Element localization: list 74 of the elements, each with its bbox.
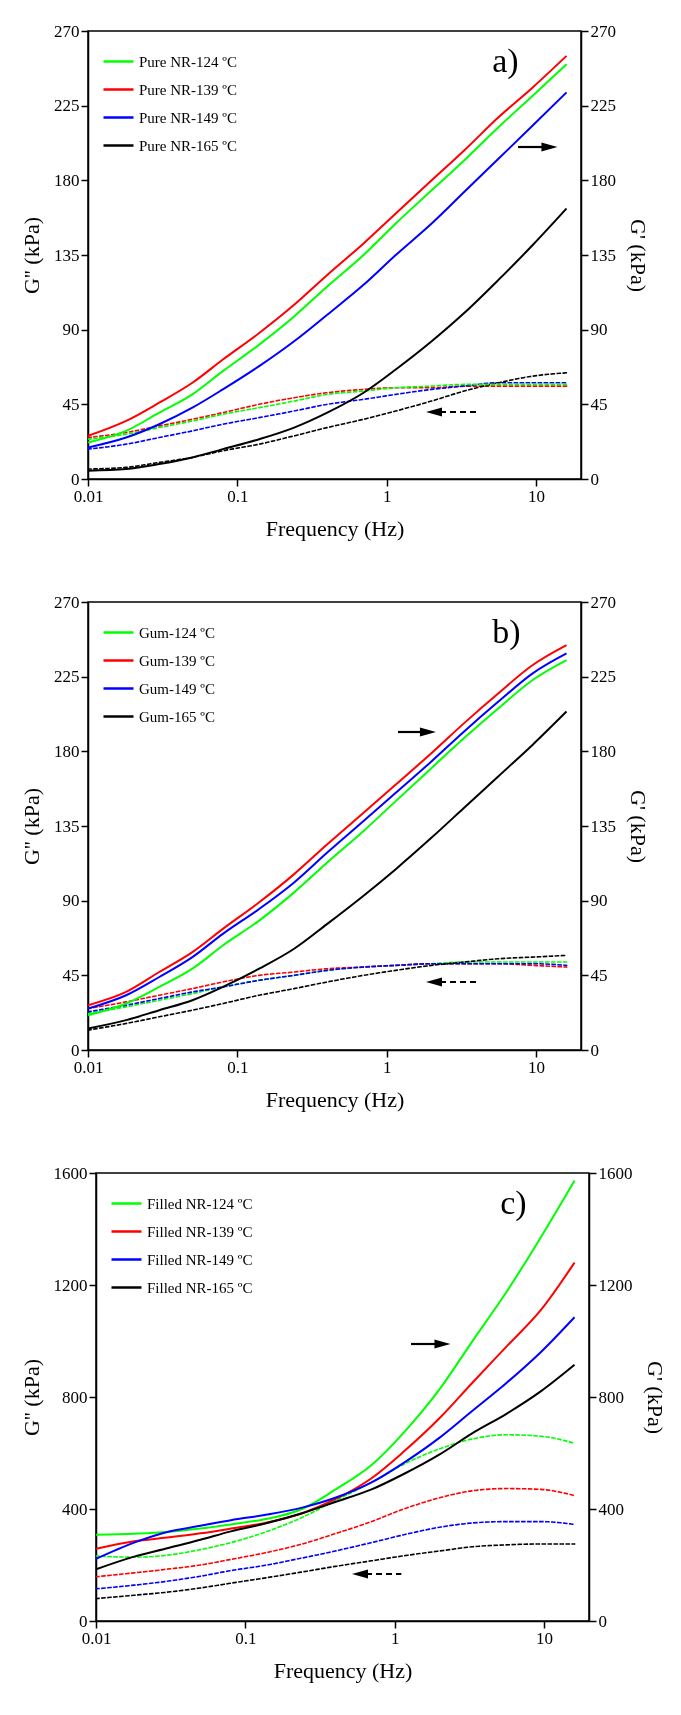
y2-axis-title: G' (kPa) <box>642 1360 668 1435</box>
x-tick-label: 0.01 <box>73 1057 104 1077</box>
legend-label: Gum-165 ºC <box>139 708 215 725</box>
legend-label: Gum-124 ºC <box>139 624 215 641</box>
x-tick-label: 0.01 <box>81 1628 112 1648</box>
x-tick-label: 1 <box>390 1628 400 1648</box>
x-tick-label: 10 <box>528 486 546 506</box>
legend-label: Gum-149 ºC <box>139 680 215 697</box>
legend-label: Filled NR-149 ºC <box>147 1251 253 1268</box>
y-tick-label: 180 <box>54 170 80 190</box>
y-tick-label: 45 <box>62 965 80 985</box>
x-tick-label: 0.1 <box>227 1057 249 1077</box>
legend-label: Pure NR-124 ºC <box>139 53 237 70</box>
x-tick-label: 10 <box>536 1628 554 1648</box>
x-tick-label: 1 <box>382 486 392 506</box>
y2-tick-label: 0 <box>590 469 599 489</box>
y2-tick-label: 0 <box>598 1611 607 1631</box>
y-tick-label: 45 <box>62 394 80 414</box>
y2-tick-label: 135 <box>590 245 616 265</box>
y-axis-title: G'' (kPa) <box>19 217 44 294</box>
y2-tick-label: 135 <box>590 816 616 836</box>
x-tick-label: 0.01 <box>73 486 104 506</box>
y2-axis-title: G' (kPa) <box>626 789 651 864</box>
y2-tick-label: 180 <box>590 741 616 761</box>
y-tick-label: 135 <box>54 816 80 836</box>
y2-tick-label: 90 <box>590 320 608 340</box>
legend-label: Filled NR-139 ºC <box>147 1223 253 1240</box>
x-axis-title: Frequency (Hz) <box>265 515 405 541</box>
legend-label: Pure NR-149 ºC <box>139 109 237 126</box>
y2-tick-label: 180 <box>590 170 616 190</box>
y-tick-label: 270 <box>54 21 80 41</box>
y2-tick-label: 225 <box>590 667 616 687</box>
y2-tick-label: 1600 <box>598 1163 633 1183</box>
y-tick-label: 135 <box>54 245 80 265</box>
annotation: b) <box>492 613 521 652</box>
y2-tick-label: 1200 <box>598 1275 633 1295</box>
annotation: a) <box>492 42 519 81</box>
y2-tick-label: 90 <box>590 891 608 911</box>
legend-label: Filled NR-124 ºC <box>147 1195 253 1212</box>
x-axis-title: Frequency (Hz) <box>273 1657 413 1683</box>
y2-tick-label: 270 <box>590 592 616 612</box>
legend-label: Filled NR-165 ºC <box>147 1279 253 1296</box>
y-tick-label: 0 <box>71 469 80 489</box>
annotation: c) <box>500 1184 527 1223</box>
y-tick-label: 1200 <box>53 1275 88 1295</box>
y-tick-label: 400 <box>62 1499 88 1519</box>
y-tick-label: 270 <box>54 592 80 612</box>
y-tick-label: 225 <box>54 667 80 687</box>
x-axis-title: Frequency (Hz) <box>265 1086 405 1112</box>
y-tick-label: 0 <box>79 1611 88 1631</box>
y2-tick-label: 270 <box>590 21 616 41</box>
legend-label: Pure NR-139 ºC <box>139 81 237 98</box>
y2-tick-label: 0 <box>590 1040 599 1060</box>
x-tick-label: 1 <box>382 1057 392 1077</box>
y-tick-label: 800 <box>62 1387 88 1407</box>
y2-axis-title: G' (kPa) <box>626 218 651 293</box>
y-tick-label: 180 <box>54 741 80 761</box>
y2-tick-label: 800 <box>598 1387 624 1407</box>
x-tick-label: 0.1 <box>235 1628 257 1648</box>
legend-label: Gum-139 ºC <box>139 652 215 669</box>
y-tick-label: 90 <box>62 320 80 340</box>
y-axis-title: G'' (kPa) <box>19 788 44 865</box>
y2-tick-label: 45 <box>590 965 608 985</box>
x-tick-label: 0.1 <box>227 486 249 506</box>
legend-label: Pure NR-165 ºC <box>139 137 237 154</box>
y2-tick-label: 45 <box>590 394 608 414</box>
y-tick-label: 0 <box>71 1040 80 1060</box>
y-axis-title: G'' (kPa) <box>18 1359 44 1436</box>
y-tick-label: 1600 <box>53 1163 88 1183</box>
y2-tick-label: 400 <box>598 1499 624 1519</box>
x-tick-label: 10 <box>528 1057 546 1077</box>
y-tick-label: 90 <box>62 891 80 911</box>
y-tick-label: 225 <box>54 96 80 116</box>
y2-tick-label: 225 <box>590 96 616 116</box>
